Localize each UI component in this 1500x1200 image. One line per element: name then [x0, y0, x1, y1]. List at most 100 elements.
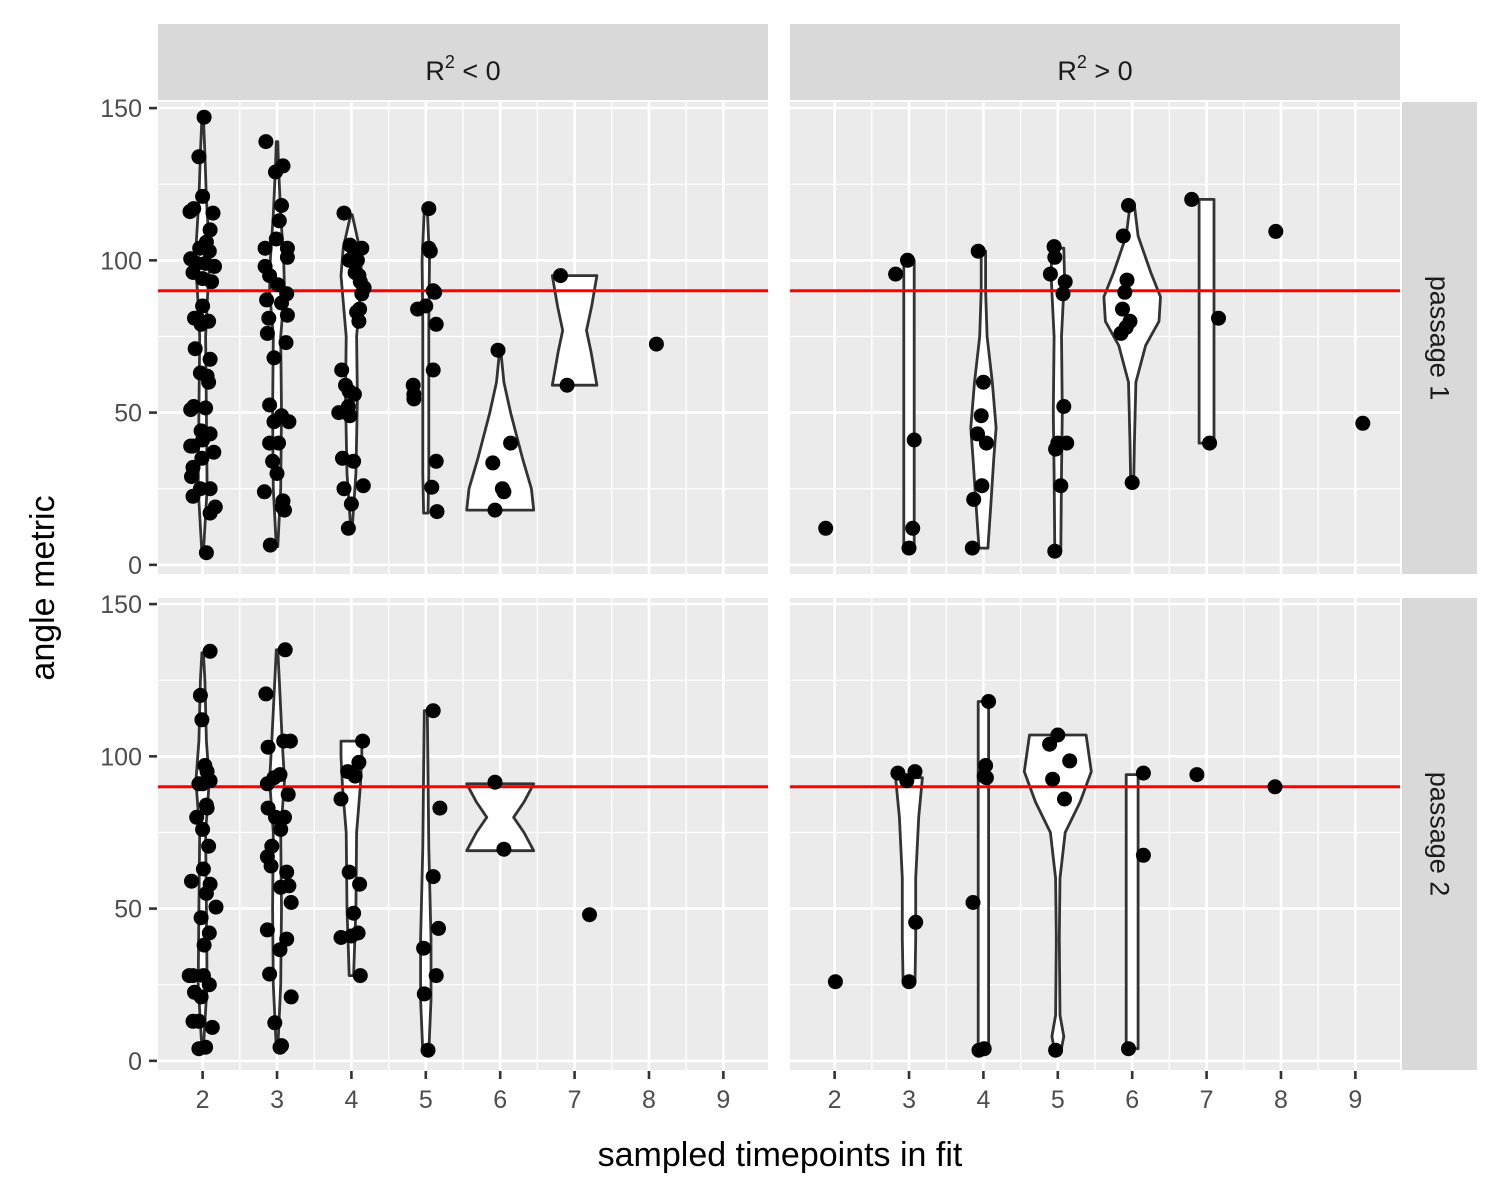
data-point — [496, 841, 512, 857]
data-point — [274, 499, 290, 515]
data-point — [195, 298, 211, 314]
data-point — [279, 864, 295, 880]
data-point — [976, 1041, 992, 1057]
y-tick-label: 150 — [100, 591, 142, 619]
violin-x6 — [1124, 773, 1140, 1051]
data-point — [503, 435, 519, 451]
strip-background — [1402, 598, 1477, 1070]
x-tick-label: 7 — [568, 1086, 582, 1114]
data-point — [424, 479, 440, 495]
x-tick-label: 5 — [419, 1086, 433, 1114]
strip-background — [790, 24, 1400, 100]
strip-label-rest: < 0 — [455, 56, 501, 86]
data-point — [202, 351, 218, 367]
data-point — [1050, 727, 1066, 743]
data-point — [496, 484, 512, 500]
data-point — [1115, 301, 1130, 317]
data-point — [553, 268, 568, 284]
data-point — [485, 455, 501, 471]
data-point — [1046, 239, 1062, 255]
data-point — [905, 520, 921, 536]
data-point — [263, 858, 279, 874]
x-tick-label: 8 — [642, 1086, 656, 1114]
panel-p2-neg — [158, 598, 768, 1070]
data-point — [262, 537, 278, 553]
data-point — [271, 213, 287, 229]
data-point — [1057, 791, 1072, 807]
data-point — [907, 764, 923, 780]
data-point — [1115, 228, 1131, 244]
data-point — [191, 149, 207, 165]
violin-x5 — [1022, 733, 1093, 1054]
data-point — [422, 243, 438, 259]
strip-background — [1402, 102, 1477, 574]
strip-neg: R2 < 0 — [158, 24, 768, 100]
data-point — [428, 316, 444, 332]
x-tick-label: 9 — [1348, 1086, 1362, 1114]
data-point — [420, 1042, 436, 1058]
data-point — [1117, 284, 1133, 300]
data-point — [346, 453, 362, 469]
x-tick-label: 4 — [344, 1086, 358, 1114]
panels-layer — [158, 102, 1400, 1070]
facet-strips: R2 < 0 R2 > 0 passage 1 passage 2 — [158, 24, 1477, 1070]
data-point — [965, 895, 981, 910]
data-point — [1121, 198, 1136, 213]
data-point — [191, 1013, 207, 1029]
data-point — [201, 313, 217, 329]
strip-p2: passage 2 — [1402, 598, 1477, 1070]
x-tick-label: 3 — [902, 1086, 916, 1114]
data-point — [352, 968, 368, 984]
panel-p2-pos — [790, 598, 1400, 1070]
data-point — [183, 438, 199, 454]
strip-label: R2 < 0 — [425, 52, 500, 86]
data-point — [1184, 191, 1200, 207]
data-point — [406, 386, 422, 402]
data-point — [1062, 753, 1078, 769]
data-point — [981, 694, 997, 709]
data-point — [978, 435, 994, 451]
y-tick-label: 50 — [114, 400, 142, 428]
y-axis-p1: 0 50 100 150 — [100, 95, 157, 580]
data-point — [258, 134, 274, 150]
data-point — [202, 481, 218, 497]
data-point — [277, 642, 293, 658]
strip-p1: passage 1 — [1402, 102, 1477, 574]
strip-label: passage 1 — [1425, 276, 1455, 401]
data-point — [207, 258, 222, 274]
strip-pos: R2 > 0 — [790, 24, 1400, 100]
data-point — [282, 733, 298, 749]
data-point — [259, 325, 275, 341]
data-point — [201, 925, 217, 941]
data-point — [418, 298, 434, 314]
data-point — [201, 374, 217, 390]
data-point — [266, 414, 282, 430]
y-tick-label: 100 — [100, 247, 142, 275]
data-point — [428, 968, 444, 984]
data-point — [1202, 435, 1218, 451]
data-point — [352, 876, 368, 892]
data-point — [341, 864, 357, 880]
data-point — [269, 466, 285, 481]
strip-label-main: R — [1057, 56, 1077, 86]
violin-x4 — [976, 700, 990, 1054]
data-point — [183, 402, 199, 418]
data-point — [351, 268, 367, 284]
data-point — [425, 362, 441, 378]
data-point — [1042, 266, 1058, 282]
x-tick-label: 3 — [270, 1086, 284, 1114]
data-point — [205, 205, 221, 221]
x-tick-label: 7 — [1200, 1086, 1214, 1114]
data-point — [1119, 272, 1135, 288]
x-tick-label: 9 — [716, 1086, 730, 1114]
data-point — [196, 109, 212, 125]
data-point — [1121, 1041, 1136, 1057]
data-point — [901, 540, 917, 556]
data-point — [978, 770, 994, 786]
data-point — [196, 937, 212, 953]
data-point — [1113, 325, 1129, 341]
data-point — [901, 974, 917, 990]
data-point — [906, 432, 922, 448]
violin-x3 — [902, 258, 916, 551]
data-point — [189, 809, 205, 825]
